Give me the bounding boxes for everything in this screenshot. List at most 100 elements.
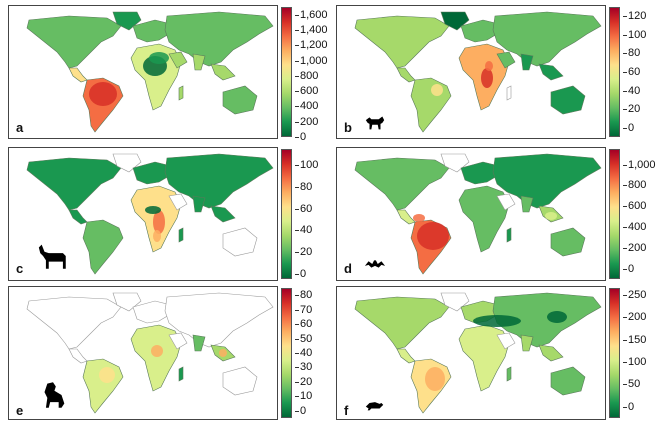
colorbar-tick-label: 10 <box>294 390 313 403</box>
colorbar-tick-label: 70 <box>294 303 313 316</box>
continent-samerica <box>82 358 124 414</box>
continent-arabia <box>168 332 188 350</box>
continent-madagascar <box>178 227 184 243</box>
continent-europe <box>132 161 172 185</box>
continent-australia <box>222 85 258 115</box>
continent-camerica <box>396 209 416 225</box>
richness-hotspot <box>417 222 449 250</box>
continent-madagascar <box>506 85 512 101</box>
colorbar-tick-label: 40 <box>294 224 313 237</box>
continent-australia <box>222 227 258 257</box>
continent-india <box>520 53 534 71</box>
richness-hotspot <box>151 345 163 357</box>
colorbar-tick-label: 0 <box>294 267 307 280</box>
colorbar-tick-label: 60 <box>294 318 313 331</box>
continent-asia <box>164 11 274 67</box>
richness-hotspot <box>153 210 165 234</box>
colorbar-tick-label: 600 <box>294 85 319 98</box>
colorbar-tick-label: 50 <box>294 332 313 345</box>
continent-asia <box>492 153 602 209</box>
continent-india <box>520 195 534 213</box>
bat-silhouette-icon <box>364 253 386 280</box>
continent-seasia <box>538 63 564 81</box>
colorbar-tick-label: 100 <box>622 355 647 368</box>
continent-europe <box>132 300 172 324</box>
colorbar-tick-label: 100 <box>294 159 319 172</box>
richness-hotspot <box>547 311 567 323</box>
richness-hotspot <box>145 206 161 214</box>
continent-australia <box>222 366 258 396</box>
continent-india <box>192 195 206 213</box>
world-map <box>8 147 278 281</box>
colorbar-tick-label: 0 <box>294 131 307 143</box>
continent-arabia <box>496 332 516 350</box>
colorbar-tick-label: 1,000 <box>295 54 328 67</box>
map-canvas <box>26 11 274 133</box>
continent-namerica <box>354 296 450 350</box>
colorbar-tick-label: 40 <box>294 347 313 359</box>
continent-samerica <box>82 219 124 275</box>
colorbar-tick-label: 50 <box>622 378 641 391</box>
continent-australia <box>550 85 586 115</box>
colorbar-tick-label: 250 <box>622 288 647 301</box>
continent-india <box>520 334 534 352</box>
colorbar-tick-label: 20 <box>294 375 313 388</box>
continent-namerica <box>26 157 122 211</box>
continent-camerica <box>68 348 88 364</box>
colorbar <box>281 288 292 418</box>
rodent-silhouette-icon <box>364 392 386 419</box>
colorbar-tick-label: 1,400 <box>295 23 328 36</box>
colorbar-tick-label: 80 <box>622 47 641 60</box>
continent-arabia <box>168 51 188 69</box>
colorbar <box>609 149 620 279</box>
richness-hotspot <box>89 82 117 106</box>
panel-label: f <box>344 403 349 418</box>
colorbar-tick-label: 80 <box>294 289 313 302</box>
colorbar-tick-label: 60 <box>294 202 313 215</box>
richness-hotspot <box>473 315 521 327</box>
richness-hotspot <box>153 230 161 242</box>
colorbar-tick-label: 200 <box>622 241 647 254</box>
colorbar-tick-label: 20 <box>622 103 641 116</box>
world-map <box>8 286 278 420</box>
colorbar-tick-label: 0 <box>622 400 635 413</box>
continent-europe <box>460 19 500 43</box>
continent-europe <box>460 161 500 185</box>
continent-asia <box>164 292 274 348</box>
colorbar-tick-label: 0 <box>622 262 635 275</box>
colorbar-tick-label: 400 <box>622 221 647 233</box>
richness-hotspot <box>99 367 115 383</box>
continent-seasia <box>210 205 236 223</box>
colorbar-tick-label: 150 <box>622 333 647 346</box>
map-canvas <box>26 153 274 275</box>
colorbar-tick-label: 800 <box>622 179 647 192</box>
continent-africa <box>130 43 182 111</box>
map-canvas <box>26 292 274 414</box>
colorbar-tick-label: 800 <box>294 69 319 82</box>
panel-label: a <box>16 120 24 135</box>
monkey-silhouette-icon <box>36 378 70 417</box>
colorbar-tick-label: 0 <box>622 121 635 134</box>
richness-hotspot <box>485 61 493 71</box>
continent-camerica <box>68 209 88 225</box>
map-canvas <box>354 292 602 414</box>
richness-hotspot <box>149 52 169 64</box>
colorbar-tick-label: 1,200 <box>295 39 328 52</box>
panel-label: d <box>344 261 352 276</box>
continent-africa <box>458 185 510 253</box>
continent-madagascar <box>506 366 512 382</box>
map-canvas <box>354 153 602 275</box>
colorbar-tick-label: 80 <box>294 180 313 193</box>
colorbar-tick-label: 600 <box>622 200 647 213</box>
continent-africa <box>130 324 182 392</box>
continent-arabia <box>496 193 516 211</box>
colorbar-tick-label: 60 <box>622 66 641 78</box>
colorbar-tick-label: 100 <box>622 28 647 41</box>
map-canvas <box>354 11 602 133</box>
colorbar <box>281 7 292 137</box>
continent-asia <box>164 153 274 209</box>
world-map <box>8 5 278 139</box>
colorbar-tick-label: 120 <box>622 10 647 23</box>
richness-hotspot <box>425 367 445 391</box>
continent-seasia <box>538 344 564 362</box>
